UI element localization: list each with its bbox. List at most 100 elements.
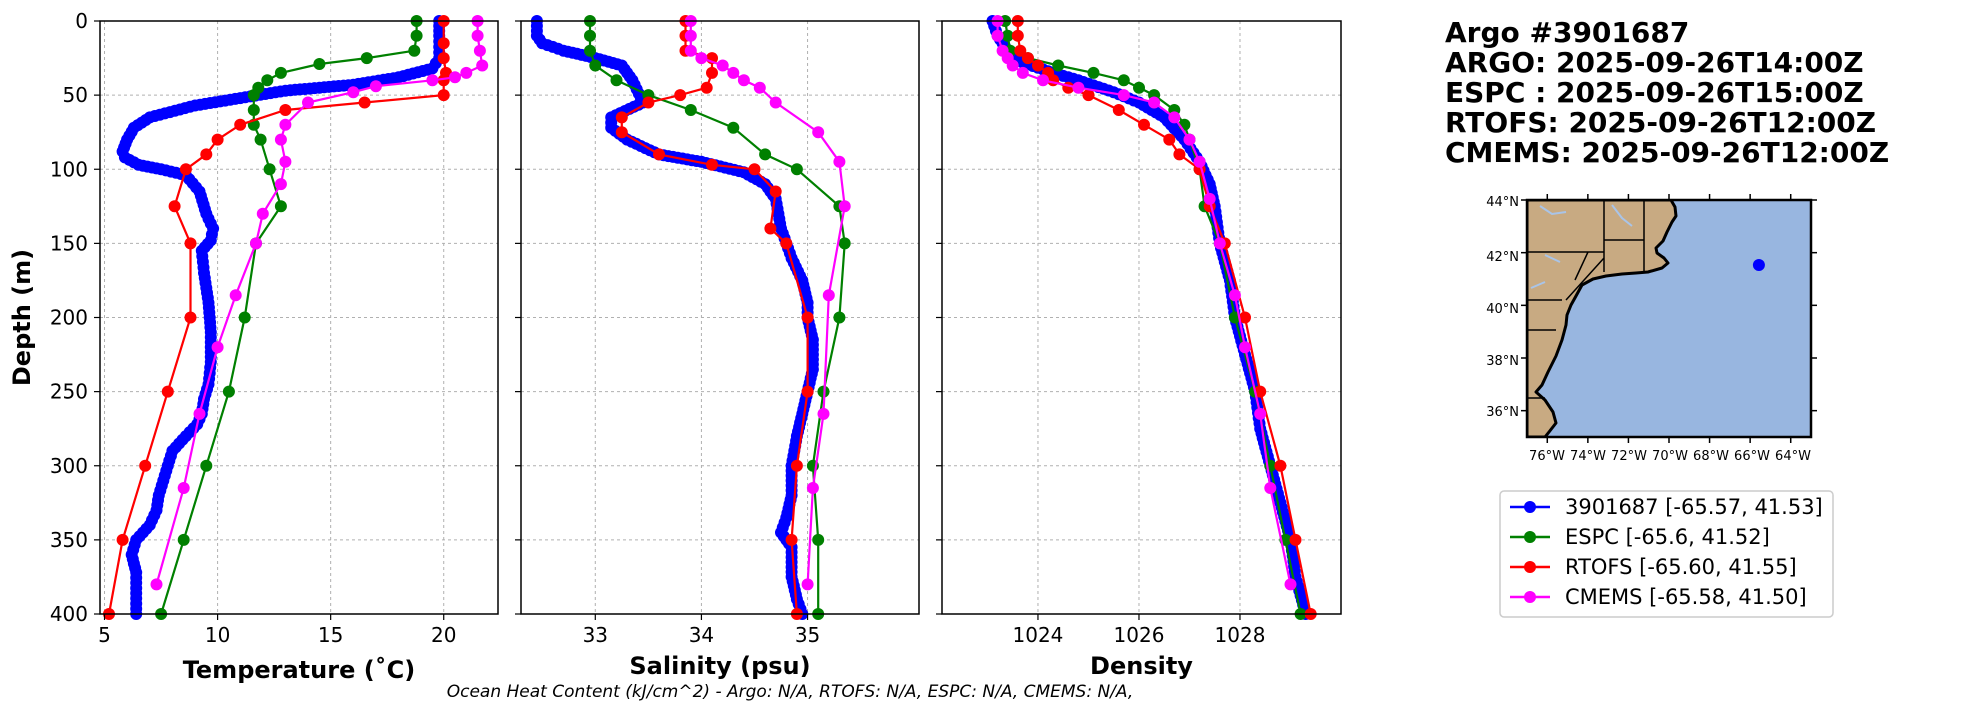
data-point-espc [1117, 74, 1130, 87]
ohc-footer: Ocean Heat Content (kJ/cm^2) - Argo: N/A… [447, 682, 1134, 702]
data-point-espc [263, 163, 276, 176]
data-point-cmems [1203, 192, 1216, 205]
map-lakes [1530, 204, 1633, 289]
panel-2: 33 34 35 Salinity (psu) [515, 15, 920, 680]
series-cmems [684, 15, 851, 591]
x-tick-label: 1028 [1215, 623, 1266, 647]
data-point-rtofs [200, 148, 213, 161]
data-point-cmems [471, 29, 484, 42]
legend-label: ESPC [-65.6, 41.52] [1565, 525, 1770, 549]
data-point-rtofs [674, 89, 687, 102]
data-point-rtofs [653, 148, 665, 161]
data-point-cmems [229, 289, 242, 302]
data-point-rtofs [139, 459, 152, 472]
data-point-espc [360, 52, 373, 65]
data-point-rtofs [801, 385, 814, 398]
data-point-cmems [279, 118, 292, 131]
x-tick-label: 34 [689, 623, 714, 647]
y-tick-label: 50 [63, 83, 88, 107]
data-point-espc [238, 311, 251, 324]
data-point-espc [177, 533, 190, 546]
map-lon-label: 76°W [1529, 449, 1565, 464]
data-point-espc [274, 200, 287, 213]
x-tick-label: 20 [431, 623, 456, 647]
series-argo [116, 15, 446, 620]
data-point-rtofs [437, 52, 450, 65]
map-lat-labels: 44°N 42°N 40°N 38°N 36°N [1486, 195, 1519, 420]
data-point-rtofs [790, 459, 803, 472]
series-line-espc [160, 21, 418, 615]
data-point-cmems [1117, 89, 1130, 102]
title-block: Argo #3901687 ARGO: 2025-09-26T14:00Z ES… [1445, 16, 1889, 169]
title-line-float-id: Argo #3901687 [1445, 16, 1689, 49]
data-point-cmems [211, 341, 224, 354]
map-lat-label: 44°N [1486, 195, 1519, 210]
data-point-rtofs [1112, 104, 1125, 116]
data-point-cmems [460, 66, 473, 79]
map-lon-label: 64°W [1775, 449, 1811, 464]
legend-label: 3901687 [-65.57, 41.53] [1565, 495, 1823, 519]
map-lon-label: 68°W [1693, 449, 1729, 464]
data-point-espc [833, 311, 846, 324]
location-map: 44°N 42°N 40°N 38°N 36°N 76°W 74°W 72°W … [1486, 194, 1817, 464]
data-point-espc [254, 133, 267, 146]
data-point-rtofs [1173, 148, 1186, 161]
data-point-cmems [801, 578, 814, 591]
legend-marker [1524, 561, 1536, 573]
map-lon-label: 70°W [1652, 449, 1688, 464]
data-point-rtofs [437, 37, 450, 50]
data-point-cmems [1254, 407, 1267, 420]
x-tick-label: 5 [98, 623, 111, 647]
data-point-espc [727, 121, 740, 134]
data-point-espc [200, 459, 213, 472]
data-point-rtofs [748, 163, 761, 176]
map-lat-label: 40°N [1486, 302, 1519, 317]
data-point-cmems [274, 133, 287, 146]
data-point-espc [410, 29, 423, 42]
series-line-cmems [689, 21, 846, 585]
data-point-espc [1133, 81, 1145, 94]
data-point-espc [610, 74, 623, 87]
map-float-marker [1752, 259, 1765, 271]
legend-marker [1524, 501, 1536, 513]
x-axis-label: Density [1090, 652, 1193, 680]
map-lat-label: 36°N [1486, 405, 1519, 420]
series-cmems [991, 15, 1297, 591]
data-point-cmems [684, 44, 697, 57]
data-point-cmems [1168, 111, 1181, 124]
data-point-cmems [812, 126, 825, 139]
data-point-rtofs [700, 81, 713, 94]
data-point-cmems [1006, 59, 1019, 72]
data-point-cmems [695, 52, 708, 65]
y-axis-label: Depth (m) [8, 249, 36, 386]
y-tick-label: 400 [50, 602, 88, 626]
data-point-rtofs [184, 237, 197, 250]
data-point-rtofs [234, 118, 247, 131]
data-point-cmems [193, 407, 206, 420]
data-point-cmems [302, 96, 314, 109]
data-point-cmems [177, 482, 190, 494]
data-point-espc [684, 104, 697, 116]
data-point-cmems [737, 74, 750, 87]
data-point-cmems [150, 578, 163, 591]
data-point-cmems [833, 155, 846, 168]
data-point-espc [1052, 59, 1065, 72]
data-point-cmems [256, 207, 269, 220]
map-ticks [1521, 194, 1817, 443]
data-point-cmems [1264, 482, 1277, 494]
data-point-rtofs [706, 158, 718, 171]
data-point-cmems [1016, 66, 1029, 79]
data-point-espc [1087, 66, 1100, 79]
data-point-cmems [1193, 155, 1206, 168]
data-point-cmems [1239, 341, 1251, 354]
x-axis-label: Temperature (˚C) [183, 656, 416, 684]
data-point-rtofs [1082, 89, 1095, 102]
data-point-rtofs [1138, 118, 1150, 131]
title-line-argo-time: ARGO: 2025-09-26T14:00Z [1445, 46, 1864, 79]
data-point-cmems [1228, 289, 1241, 302]
legend-entry-argo: 3901687 [-65.57, 41.53] [1510, 495, 1823, 519]
title-line-cmems-time: CMEMS: 2025-09-26T12:00Z [1445, 136, 1889, 169]
legend-entry-espc: ESPC [-65.6, 41.52] [1510, 525, 1770, 549]
profile-panels: 5 10 15 20050100150200250300350400Temperatu… [8, 9, 1342, 684]
map-lon-label: 74°W [1570, 449, 1606, 464]
